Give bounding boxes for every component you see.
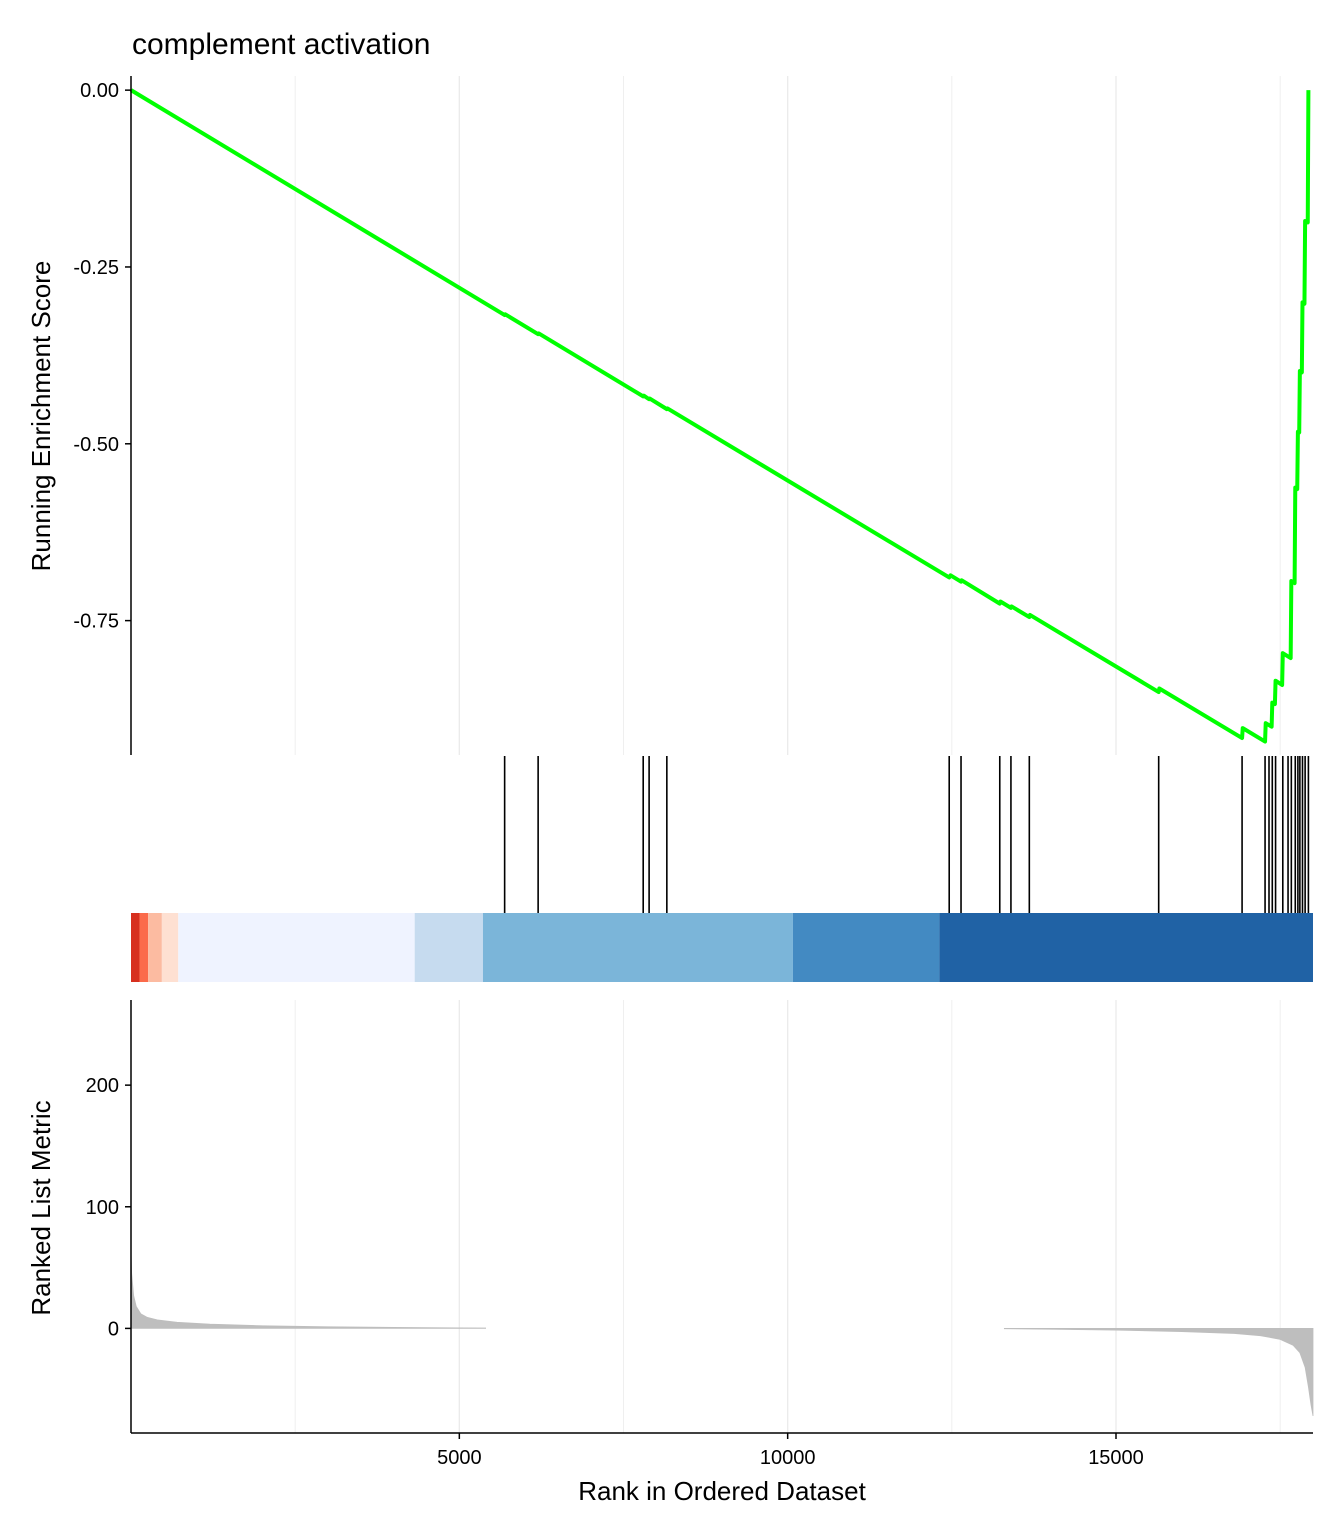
running-score-y-ticks: 0.00 -0.25 -0.50 -0.75 xyxy=(73,80,131,633)
y-tick-label: -0.50 xyxy=(73,434,119,456)
ranked-metric-y-title: Ranked List Metric xyxy=(26,1100,56,1315)
y-tick-label: 200 xyxy=(86,1075,119,1097)
color-band xyxy=(414,913,483,982)
color-band xyxy=(482,913,793,982)
running-score-y-title: Running Enrichment Score xyxy=(26,261,56,572)
color-band xyxy=(939,913,1313,982)
positive-metric-area xyxy=(130,1252,486,1329)
x-axis-ticks: 5000 10000 15000 xyxy=(437,1433,1144,1469)
x-tick-label: 5000 xyxy=(437,1447,482,1469)
running-score-gridlines xyxy=(294,76,1281,755)
rank-color-bar xyxy=(131,913,1313,982)
color-band xyxy=(131,913,140,982)
negative-metric-area xyxy=(1003,1328,1314,1417)
ranked-metric-gridlines xyxy=(294,1000,1281,1433)
x-axis-title: Rank in Ordered Dataset xyxy=(578,1476,866,1506)
chart-title: complement activation xyxy=(132,28,430,61)
x-tick-label: 10000 xyxy=(760,1447,816,1469)
x-tick-label: 15000 xyxy=(1088,1447,1144,1469)
hit-positions-panel xyxy=(131,756,1313,982)
color-band xyxy=(148,913,162,982)
running-score-line xyxy=(129,88,1311,744)
ranked-metric-y-ticks: 200 100 0 xyxy=(86,1075,131,1340)
ranked-metric-panel: 200 100 0 5000 10000 15000 Ranked List Metri… xyxy=(26,1000,1314,1506)
color-band xyxy=(792,913,940,982)
y-tick-label: 0 xyxy=(108,1318,119,1340)
y-tick-label: 0.00 xyxy=(80,80,119,102)
running-score-panel: 0.00 -0.25 -0.50 -0.75 Running Enrichment S… xyxy=(26,76,1311,755)
color-band xyxy=(139,913,149,982)
color-band xyxy=(161,913,179,982)
y-tick-label: 100 xyxy=(86,1197,119,1219)
color-band xyxy=(178,913,415,982)
y-tick-label: -0.75 xyxy=(73,611,119,633)
y-tick-label: -0.25 xyxy=(73,257,119,279)
